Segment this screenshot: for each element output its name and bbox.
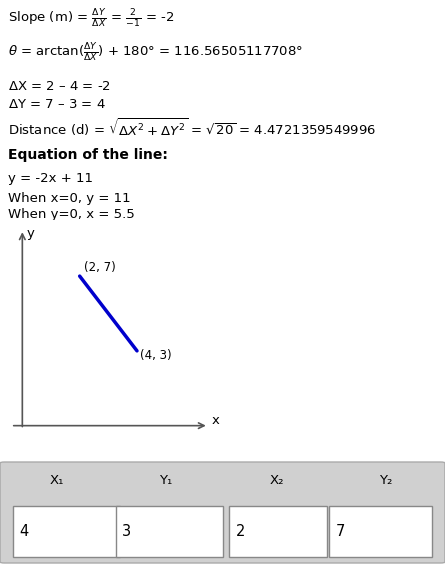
Text: Equation of the line:: Equation of the line: [8,148,168,162]
Text: $\Delta$Y = 7 – 3 = 4: $\Delta$Y = 7 – 3 = 4 [8,98,106,111]
FancyBboxPatch shape [116,505,222,557]
FancyBboxPatch shape [13,505,120,557]
Text: X₂: X₂ [270,474,284,487]
FancyBboxPatch shape [0,462,445,563]
Text: When x=0, y = 11: When x=0, y = 11 [8,192,131,205]
Text: x: x [211,413,219,426]
Text: When y=0, x = 5.5: When y=0, x = 5.5 [8,208,135,221]
FancyBboxPatch shape [329,505,432,557]
Text: Distance (d) = $\sqrt{\Delta X^2 + \Delta Y^2}$ = $\sqrt{20}$ = 4.4721359549996: Distance (d) = $\sqrt{\Delta X^2 + \Delt… [8,116,376,138]
Text: y: y [27,227,35,240]
Text: 2: 2 [235,524,245,539]
Text: Y₂: Y₂ [379,474,393,487]
Text: 4: 4 [20,524,29,539]
Text: (4, 3): (4, 3) [140,349,171,362]
Text: 7: 7 [336,524,345,539]
Text: X₁: X₁ [49,474,64,487]
Text: 3: 3 [122,524,131,539]
Text: Y₁: Y₁ [159,474,172,487]
FancyBboxPatch shape [229,505,327,557]
Text: $\Delta$X = 2 – 4 = -2: $\Delta$X = 2 – 4 = -2 [8,80,111,93]
Text: (2, 7): (2, 7) [84,261,116,274]
Text: Slope (m) = $\frac{\Delta Y}{\Delta X}$ = $\frac{2}{-1}$ = -2: Slope (m) = $\frac{\Delta Y}{\Delta X}$ … [8,8,174,30]
Text: $\theta$ = arctan($\frac{\Delta Y}{\Delta X}$) + 180° = 116.56505117708°: $\theta$ = arctan($\frac{\Delta Y}{\Delt… [8,42,303,64]
Text: y = -2x + 11: y = -2x + 11 [8,172,93,185]
